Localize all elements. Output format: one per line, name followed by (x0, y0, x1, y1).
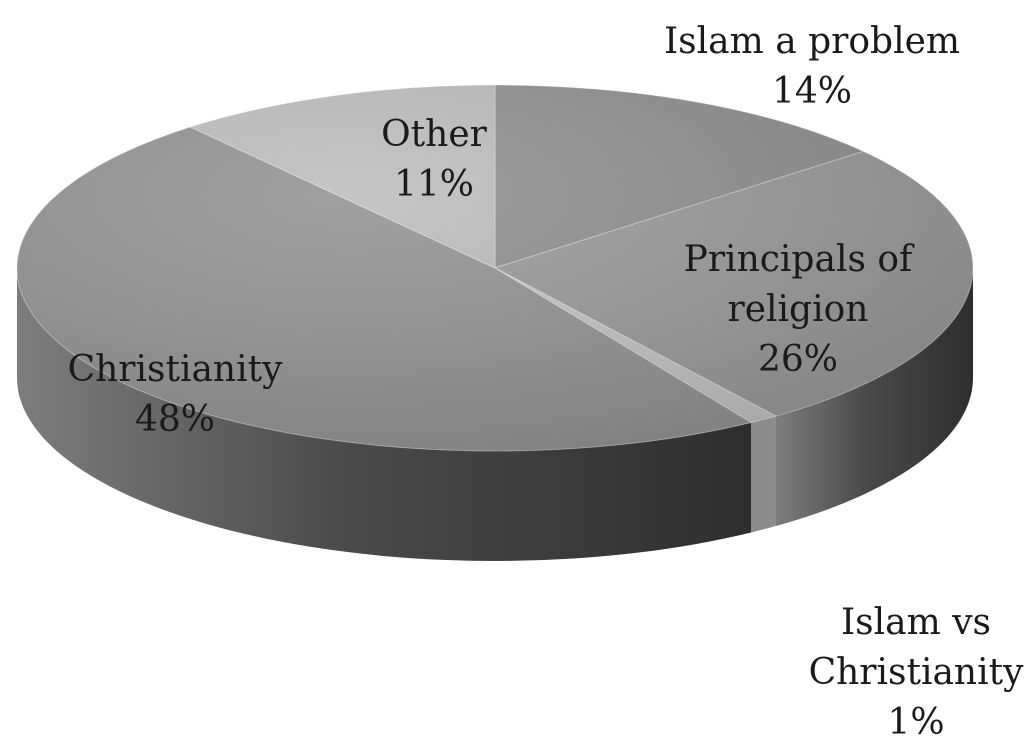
slice-value-label: 14% (772, 71, 852, 112)
slice-label-text: Islam a problem (664, 21, 960, 62)
slice-label-text: Other (381, 114, 487, 155)
pie-side-layer (17, 268, 973, 561)
slice-label-christianity: Christianity 48% (68, 349, 284, 440)
pie-top-layer (16, 84, 974, 452)
slice-label-other: Other 11% (381, 114, 487, 205)
pie-side-principals (775, 268, 973, 527)
slice-value-label: 1% (887, 702, 944, 738)
pie-side-islam_vs (751, 416, 776, 533)
pie-label-layer: Islam a problem 14% Principals of religion 2… (68, 21, 1025, 738)
slice-label-text: Christianity (809, 652, 1025, 693)
slice-value-label: 48% (135, 399, 215, 440)
slice-label-text: Islam vs (841, 602, 991, 643)
slice-value-label: 26% (758, 339, 838, 380)
slice-value-label: 11% (394, 164, 474, 205)
pie-side-christianity (17, 268, 752, 561)
slice-label-islam_problem: Islam a problem 14% (664, 21, 960, 112)
slice-label-text: Christianity (68, 349, 284, 390)
slice-label-text: religion (728, 289, 869, 330)
slice-label-islam_vs: Islam vs Christianity 1% (809, 602, 1025, 738)
pie-top-shading (17, 85, 973, 451)
slice-label-principals: Principals of religion 26% (684, 239, 915, 380)
slice-label-text: Principals of (684, 239, 915, 280)
